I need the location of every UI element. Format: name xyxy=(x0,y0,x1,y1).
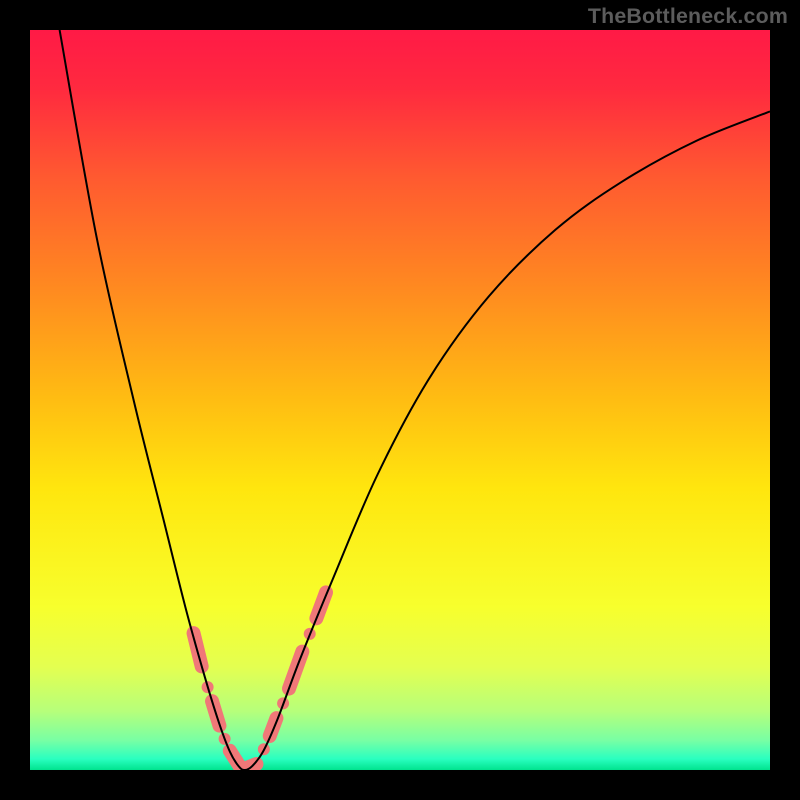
chart-frame: TheBottleneck.com xyxy=(0,0,800,800)
marker-layer xyxy=(194,592,326,769)
bottleneck-curve xyxy=(60,30,770,770)
watermark-text: TheBottleneck.com xyxy=(588,4,788,29)
bottleneck-curve-svg xyxy=(30,30,770,770)
plot-area xyxy=(30,30,770,770)
